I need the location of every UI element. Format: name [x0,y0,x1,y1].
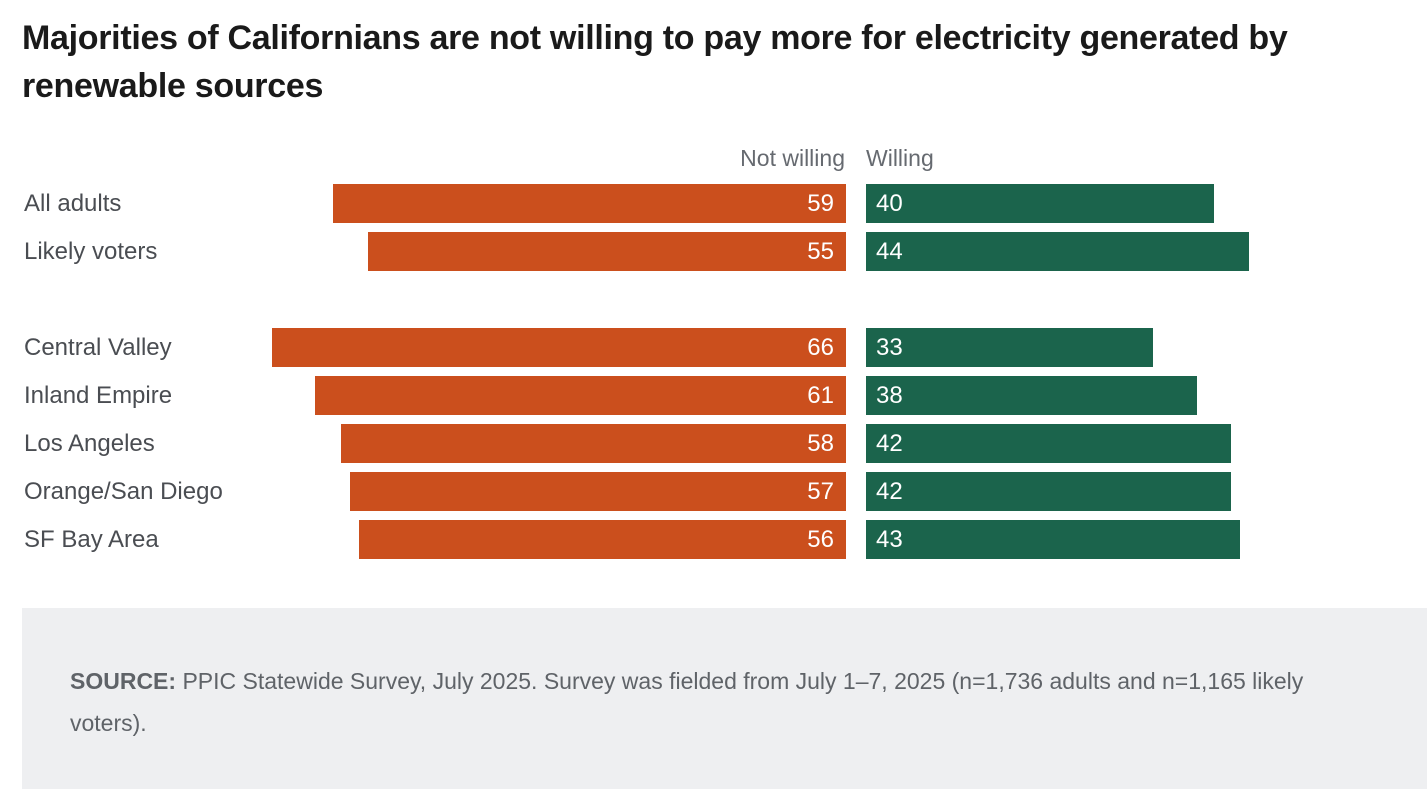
bar-willing [866,232,1249,271]
bar-willing [866,424,1232,463]
value-label-willing: 42 [876,430,903,457]
value-label-willing: 40 [876,190,903,217]
value-label-willing: 42 [876,478,903,505]
bar-not-willing [271,328,846,367]
value-label-willing: 43 [876,526,903,553]
value-label-willing: 33 [876,334,903,361]
bar-willing [866,376,1197,415]
value-label-not-willing: 56 [807,526,834,553]
value-label-not-willing: 58 [807,430,834,457]
category-label: Central Valley [24,334,172,361]
category-label: Inland Empire [24,382,173,409]
bar-willing [866,520,1241,559]
bar-not-willing [332,184,846,223]
bar-willing [866,184,1214,223]
value-label-not-willing: 59 [807,190,834,217]
value-label-not-willing: 57 [807,478,834,505]
category-label: Likely voters [24,238,158,265]
bar-not-willing [367,232,846,271]
chart-title: Majorities of Californians are not willi… [22,19,1288,105]
value-label-not-willing: 61 [807,382,834,409]
source-text: SOURCE: PPIC Statewide Survey, July 2025… [70,660,1370,744]
source-label: SOURCE: [70,668,177,694]
value-label-willing: 38 [876,382,903,409]
bar-not-willing [315,376,846,415]
value-label-not-willing: 55 [807,238,834,265]
legend-willing: Willing [866,145,934,171]
category-label: Los Angeles [24,430,155,457]
category-label: All adults [24,190,122,217]
value-label-willing: 44 [876,238,903,265]
source-body: PPIC Statewide Survey, July 2025. Survey… [70,668,1304,736]
bar-not-willing [358,520,846,559]
legend-not-willing: Not willing [740,145,845,171]
category-label: SF Bay Area [24,526,159,553]
value-label-not-willing: 66 [807,334,834,361]
bar-willing [866,328,1154,367]
bar-willing [866,472,1232,511]
source-note: SOURCE: PPIC Statewide Survey, July 2025… [22,608,1427,789]
bar-not-willing [350,472,846,511]
category-label: Orange/San Diego [24,478,223,505]
bar-not-willing [341,424,846,463]
